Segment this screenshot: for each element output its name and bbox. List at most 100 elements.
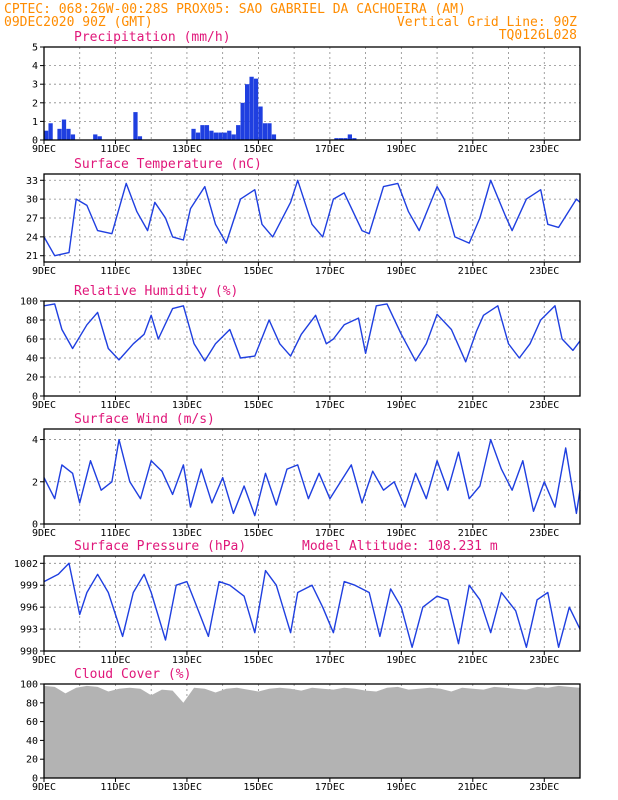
header-station: CPTEC: 068:26W-00:28S PROX05: SAO GABRIE… [4,2,466,17]
panel-title: Surface Wind (m/s) [74,412,215,427]
y-tick-label: 100 [20,680,38,691]
precip-bar [343,138,348,140]
series-line [43,562,581,648]
x-tick-label: 23DEC [529,655,559,666]
precip-bar [61,119,67,140]
header-run-date: 09DEC2020 90Z (GMT) [4,15,153,30]
precip-bar [213,132,218,140]
x-tick-label: 15DEC [243,782,273,793]
x-tick-label: 13DEC [172,144,202,155]
y-tick-label: 21 [26,251,38,262]
precip-bar [347,134,352,140]
header-model: TQ0126L028 [499,28,577,43]
y-tick-label: 4 [32,61,38,72]
x-tick-label: 11DEC [100,655,130,666]
y-tick-label: 2 [32,477,38,488]
x-tick-label: 15DEC [243,528,273,539]
precip-bar [222,132,227,140]
x-tick-label: 19DEC [386,528,416,539]
x-tick-label: 21DEC [458,528,488,539]
x-tick-label: 9DEC [32,266,56,277]
y-tick-label: 33 [26,176,38,187]
panels: 0 1 2 3 4 5 9DEC 11DEC 13DEC 15DEC 17DEC 19DEC 21DEC… [14,30,581,793]
y-tick-label: 990 [20,647,38,658]
y-tick-label: 1 [32,117,38,128]
x-tick-label: 13DEC [172,782,202,793]
y-tick-label: 2 [32,98,38,109]
chart-panel-4: 990 993 996 999 1002 9DEC 11DEC 13DEC 15DEC 17DEC… [14,539,581,666]
x-tick-label: 15DEC [243,266,273,277]
y-tick-label: 80 [26,316,38,327]
y-tick-label: 3 [32,80,38,91]
plot-frame [43,173,581,263]
x-tick-label: 17DEC [315,655,345,666]
precip-bar [70,134,76,140]
series-line [43,303,581,363]
x-tick-label: 21DEC [458,266,488,277]
precip-bar [334,138,339,140]
y-tick-label: 993 [20,625,38,636]
x-tick-label: 13DEC [172,528,202,539]
y-tick-label: 0 [32,392,38,403]
x-tick-label: 15DEC [243,655,273,666]
y-tick-label: 996 [20,603,38,614]
precip-bar [195,132,201,140]
precip-bar [227,130,232,140]
y-tick-label: 80 [26,698,38,709]
precip-bar [262,123,268,140]
x-tick-label: 11DEC [100,266,130,277]
precip-bar [267,123,272,140]
panel-title: Relative Humidity (%) [74,284,238,299]
x-tick-label: 17DEC [315,400,345,411]
plot-frame [43,46,581,141]
precip-bar [133,112,138,140]
y-tick-label: 4 [32,435,38,446]
x-tick-label: 23DEC [529,400,559,411]
x-tick-label: 19DEC [386,400,416,411]
y-tick-label: 0 [32,774,38,785]
precip-bar [236,125,241,140]
x-tick-label: 21DEC [458,400,488,411]
x-tick-label: 9DEC [32,400,56,411]
x-tick-label: 19DEC [386,144,416,155]
x-tick-label: 13DEC [172,655,202,666]
x-tick-label: 9DEC [32,144,56,155]
y-tick-label: 27 [26,214,38,225]
precip-bar [200,125,205,140]
chart-panel-5: 0 20 40 60 80 100 9DEC 11DEC 13DEC 15DEC 17DEC 19DE… [20,667,581,793]
x-tick-label: 11DEC [100,400,130,411]
chart-panel-2: 0 20 40 60 80 100 9DEC 11DEC 13DEC 15DEC 17DEC 19DE… [20,284,581,411]
plot-frame [43,300,581,397]
y-tick-label: 999 [20,581,38,592]
y-tick-label: 30 [26,195,38,206]
y-tick-label: 100 [20,297,38,308]
x-tick-label: 17DEC [315,266,345,277]
cloud-cover-area [44,685,580,778]
plot-frame [43,428,581,525]
x-tick-label: 11DEC [100,528,130,539]
y-tick-label: 24 [26,232,38,243]
precip-bar [249,76,254,140]
x-tick-label: 23DEC [529,266,559,277]
precip-bar [93,134,98,140]
chart-panel-0: 0 1 2 3 4 5 9DEC 11DEC 13DEC 15DEC 17DEC 19DEC 21DEC… [32,30,581,155]
x-tick-label: 21DEC [458,655,488,666]
precip-bar [204,125,210,140]
panel-annotation: Model Altitude: 108.231 m [302,539,498,554]
plot-frame [43,683,581,779]
x-tick-label: 23DEC [529,782,559,793]
precip-bar [240,102,245,140]
x-tick-label: 9DEC [32,782,56,793]
chart-panel-1: 21 24 27 30 33 9DEC 11DEC 13DEC 15DEC 17DEC 19DEC 2… [26,157,581,277]
precip-bar [253,78,259,140]
precip-bar [218,132,223,140]
precip-bar [191,128,196,140]
y-tick-label: 60 [26,717,38,728]
x-tick-label: 9DEC [32,528,56,539]
x-tick-label: 17DEC [315,528,345,539]
x-tick-label: 23DEC [529,144,559,155]
y-tick-label: 40 [26,736,38,747]
y-tick-label: 20 [26,373,38,384]
x-tick-label: 17DEC [315,782,345,793]
panel-title: Surface Pressure (hPa) [74,539,246,554]
